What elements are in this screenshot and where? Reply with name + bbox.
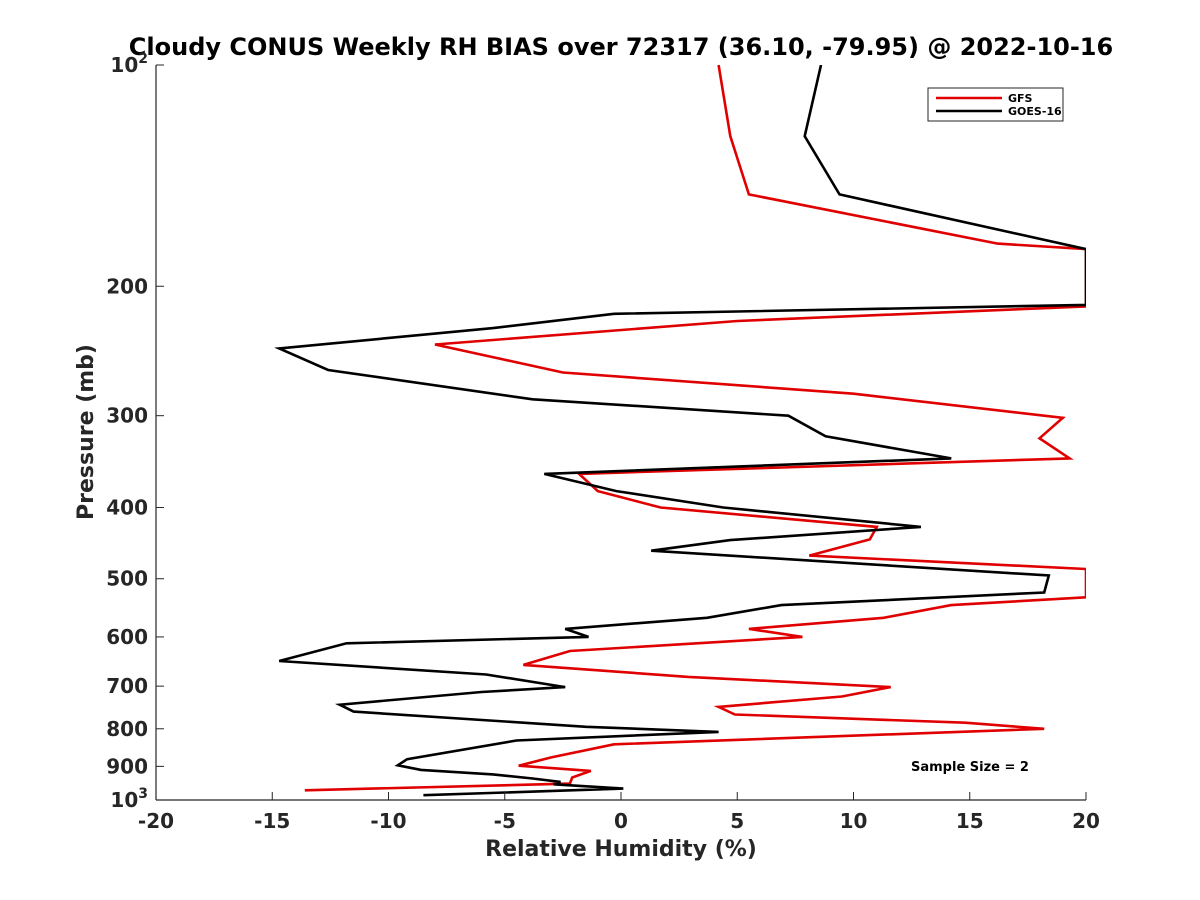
y-tick-label: 600 xyxy=(106,625,148,649)
legend-label: GOES-16 xyxy=(1008,105,1062,118)
sample-size-annotation: Sample Size = 2 xyxy=(911,760,1029,775)
series-line-goes-16 xyxy=(274,65,1086,797)
x-tick-label: -10 xyxy=(370,809,406,833)
series-layer xyxy=(274,65,1086,797)
y-tick-label: 500 xyxy=(106,567,148,591)
x-tick-label: -20 xyxy=(138,809,174,833)
x-axis-title: Relative Humidity (%) xyxy=(485,837,757,862)
x-tick-label: 20 xyxy=(1072,809,1100,833)
y-axis-ticks: 102 200 300 400 500 600 700 800 900 103 xyxy=(106,51,164,812)
x-tick-label: -15 xyxy=(254,809,290,833)
x-tick-label: -5 xyxy=(494,809,516,833)
y-axis-title: Pressure (mb) xyxy=(74,344,99,520)
x-tick-label: 0 xyxy=(614,809,628,833)
series-line-gfs xyxy=(304,65,1086,792)
y-tick-label: 400 xyxy=(106,496,148,520)
chart-title: Cloudy CONUS Weekly RH BIAS over 72317 (… xyxy=(129,33,1113,61)
y-tick-label: 103 xyxy=(110,786,148,812)
y-tick-label: 800 xyxy=(106,717,148,741)
y-tick-label: 700 xyxy=(106,674,148,698)
x-tick-label: 10 xyxy=(840,809,868,833)
plot-frame xyxy=(156,65,1086,800)
y-tick-label: 300 xyxy=(106,404,148,428)
legend-box xyxy=(927,87,1064,122)
x-tick-label: 5 xyxy=(730,809,744,833)
x-axis-ticks: -20 -15 -10 -5 0 5 10 15 20 xyxy=(138,792,1100,833)
legend-label: GFS xyxy=(1008,92,1033,105)
y-tick-label: 102 xyxy=(110,51,148,77)
y-tick-label: 900 xyxy=(106,754,148,778)
y-tick-label: 200 xyxy=(106,274,148,298)
x-tick-label: 15 xyxy=(956,809,984,833)
